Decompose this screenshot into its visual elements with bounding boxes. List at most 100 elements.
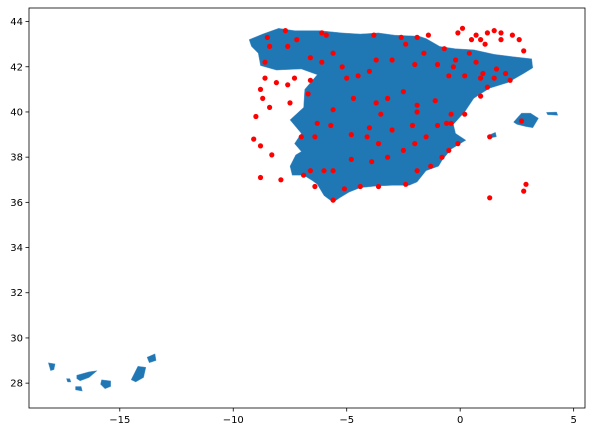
data-point: [521, 188, 527, 194]
data-point: [521, 48, 527, 54]
data-point: [441, 46, 447, 52]
data-point: [350, 95, 357, 101]
data-point: [473, 32, 479, 38]
data-point: [330, 50, 336, 56]
data-point: [307, 168, 313, 174]
data-point: [330, 197, 336, 203]
region-polygon: [76, 370, 98, 382]
map-polygons: [48, 28, 559, 392]
data-point: [498, 30, 504, 36]
data-point: [493, 66, 500, 72]
data-point: [484, 84, 490, 90]
data-point: [373, 100, 379, 106]
data-point: [312, 183, 318, 190]
data-point: [301, 172, 307, 178]
data-point: [459, 25, 466, 31]
data-point: [507, 77, 513, 83]
region-polygon: [130, 365, 147, 383]
data-point: [466, 50, 472, 56]
region-polygon: [100, 379, 111, 390]
data-point: [348, 156, 354, 162]
data-point: [434, 61, 441, 68]
data-point: [273, 80, 279, 86]
data-point: [357, 183, 363, 190]
x-tick-label: −10: [223, 415, 244, 426]
data-point: [307, 55, 313, 61]
data-point: [480, 70, 486, 77]
data-point: [403, 41, 409, 47]
data-point: [267, 104, 273, 110]
y-tick-label: 28: [10, 379, 23, 390]
data-point: [257, 143, 264, 149]
data-point: [400, 89, 406, 95]
data-point: [264, 34, 270, 41]
x-axis-ticks: −15 −10 −5 0 5: [109, 408, 577, 426]
data-point: [509, 32, 515, 38]
data-point: [414, 102, 420, 108]
data-point: [267, 43, 273, 50]
data-point: [478, 75, 484, 81]
data-point: [503, 70, 509, 77]
data-point: [314, 120, 320, 126]
data-point: [423, 134, 429, 140]
data-point: [487, 195, 493, 201]
data-point: [453, 57, 459, 63]
data-point: [319, 30, 325, 36]
data-point: [375, 183, 382, 190]
y-tick-label: 32: [10, 288, 23, 299]
data-point: [414, 168, 420, 174]
data-point: [491, 75, 497, 81]
data-point: [257, 86, 264, 92]
region-polygon: [546, 111, 559, 116]
data-point: [414, 34, 420, 41]
data-point: [446, 147, 452, 153]
point-markers: [251, 25, 529, 203]
data-point: [251, 136, 257, 142]
data-point: [389, 57, 395, 63]
y-axis-ticks: 28 30 32 34 36 38 40 42 44: [10, 17, 29, 390]
data-point: [312, 134, 318, 140]
data-point: [484, 30, 490, 36]
data-point: [294, 37, 300, 43]
data-point: [364, 134, 370, 140]
data-point: [344, 75, 350, 81]
data-point: [444, 120, 450, 126]
data-point: [262, 59, 268, 65]
data-point: [253, 113, 259, 120]
data-point: [278, 177, 284, 183]
data-point: [328, 122, 334, 129]
data-point: [341, 186, 347, 192]
data-point: [330, 168, 336, 174]
data-point: [385, 154, 391, 160]
data-point: [378, 111, 384, 117]
data-point: [257, 174, 264, 181]
data-point: [473, 59, 479, 65]
region-polygon: [513, 112, 539, 129]
data-point: [455, 141, 461, 147]
data-point: [321, 168, 327, 174]
data-point: [369, 159, 375, 165]
data-point: [462, 111, 468, 117]
data-point: [414, 109, 420, 115]
x-tick-label: −15: [109, 415, 130, 426]
x-tick-label: 5: [570, 415, 576, 426]
region-polygon: [75, 386, 83, 392]
data-point: [371, 32, 377, 38]
x-tick-label: −5: [339, 415, 354, 426]
data-point: [373, 57, 379, 63]
data-point: [498, 37, 504, 43]
y-tick-label: 42: [10, 62, 23, 73]
data-point: [450, 64, 456, 70]
data-point: [389, 127, 395, 133]
data-point: [403, 181, 409, 187]
data-point: [262, 75, 268, 81]
data-point: [348, 132, 354, 138]
data-point: [282, 28, 288, 34]
data-point: [260, 95, 266, 101]
y-tick-label: 30: [10, 333, 23, 344]
data-point: [491, 28, 497, 34]
y-tick-label: 44: [10, 17, 23, 28]
data-point: [291, 75, 298, 81]
data-point: [448, 111, 454, 117]
plot-frame: [28, 7, 586, 409]
